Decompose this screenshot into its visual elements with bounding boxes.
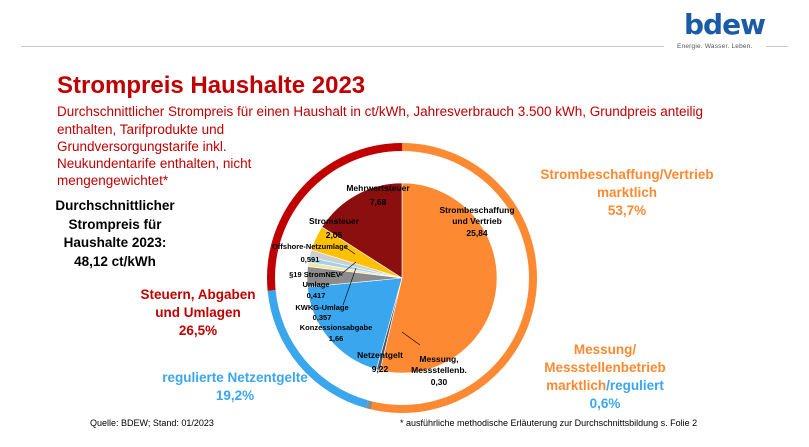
pie-slice-strombeschaffung-und-vertrieb (379, 182, 498, 374)
category-messung-line2: Messstellenbetrieb (544, 360, 666, 375)
outer-ring (266, 143, 537, 413)
subtitle-line1: Durchschnittlicher Strompreis für einen … (57, 104, 704, 119)
leader-line-messung (401, 331, 421, 346)
label-konzession-value: 1,66 (329, 334, 344, 343)
leader-line-kwkg (342, 267, 357, 306)
category-messung-marktlich: marktlich (546, 378, 607, 393)
category-netz-line1: regulierte Netzentgelte (162, 370, 308, 385)
pie-labels: Mehrwertsteuer 7,68 Strombeschaffung und… (272, 183, 514, 387)
label-offshore-value: 0,591 (301, 255, 320, 264)
label-konzession-name: Konzessionsabgabe (300, 323, 373, 332)
category-messung: Messung/ Messstellenbetrieb marktlich/re… (525, 341, 685, 413)
header-divider (21, 46, 664, 47)
category-messung-line3: marktlich/reguliert (525, 377, 685, 395)
pie-slice-netzentgelt (307, 277, 403, 370)
label-kwkg-name: KWKG-Umlage (295, 303, 348, 312)
label-kwkg-value: 0,357 (313, 313, 332, 322)
category-messung-slash: / (606, 378, 610, 393)
leader-line-offshore (344, 246, 356, 255)
logo-tagline: Energie. Wasser. Leben. (677, 43, 753, 50)
average-price-box: Durchschnittlicher Strompreis für Hausha… (40, 197, 190, 271)
inner-pie (306, 182, 498, 374)
label-netz-value: 9,22 (372, 364, 389, 374)
category-beschaffung-pct: 53,7% (607, 203, 647, 218)
ring-segment-regulierte-netzentgelte (267, 289, 369, 409)
leader-lines (339, 246, 421, 346)
category-steuern-pct: 26,5% (178, 323, 218, 338)
label-netz-name: Netzentgelt (357, 350, 403, 360)
category-messung-reguliert: reguliert (609, 378, 664, 393)
ring-segment-messung-messstellenbetrieb-marktlich-reguliert (365, 400, 373, 410)
leader-line-nev (339, 261, 357, 276)
page-title: Strompreis Haushalte 2023 (57, 72, 366, 99)
label-stromsteuer-name: Stromsteuer (309, 216, 360, 226)
average-value: 48,12 ct/kWh (74, 253, 156, 269)
source-note: Quelle: BDEW; Stand: 01/2023 (90, 418, 214, 428)
category-beschaffung-line1: Strombeschaffung/Vertrieb (540, 167, 714, 182)
category-messung-pct: 0,6% (589, 396, 621, 411)
category-steuern-line1: Steuern, Abgaben (140, 287, 256, 302)
label-mwst-value: 7,68 (370, 197, 387, 207)
category-netz: regulierte Netzentgelte 19,2% (135, 369, 335, 405)
average-line3: Haushalte 2023: (63, 235, 167, 250)
average-line1: Durchschnittlicher (55, 198, 175, 213)
label-messung-value: 0,30 (431, 377, 448, 387)
label-messung-name1: Messung, (419, 354, 458, 364)
subtitle-rest: enthalten, Tarifprodukte und Grundversor… (57, 122, 252, 188)
category-beschaffung: Strombeschaffung/Vertrieb marktlich 53,7… (527, 166, 727, 220)
bdew-logo: bdew (684, 8, 766, 41)
label-beschaffung-name1: Strombeschaffung (439, 205, 514, 215)
category-steuern: Steuern, Abgaben und Umlagen 26,5% (118, 286, 278, 340)
category-beschaffung-line2: marktlich (596, 185, 658, 200)
label-offshore-name: Offshore-Netzumlage (272, 242, 348, 251)
header-divider-right (766, 46, 788, 47)
label-beschaffung-name2: und Vertrieb (452, 216, 502, 226)
category-steuern-line2: und Umlagen (155, 305, 241, 320)
footnote: * ausführliche methodische Erläuterung z… (400, 418, 698, 428)
label-stromsteuer-value: 2,05 (326, 230, 343, 240)
label-nev-name1: §19 StromNEV- (289, 270, 343, 279)
label-nev-value: 0,417 (307, 291, 326, 300)
label-nev-name2: Umlage (302, 280, 329, 289)
pie-slice-mehrwertsteuer (321, 182, 403, 279)
average-line2: Strompreis für (68, 216, 162, 232)
category-messung-line1: Messung/ (573, 342, 637, 357)
label-messung-name2: Messstellenb. (411, 365, 467, 375)
label-mwst-name: Mehrwertsteuer (346, 183, 410, 193)
label-beschaffung-value: 25,84 (466, 228, 488, 238)
category-netz-pct: 19,2% (215, 388, 255, 403)
